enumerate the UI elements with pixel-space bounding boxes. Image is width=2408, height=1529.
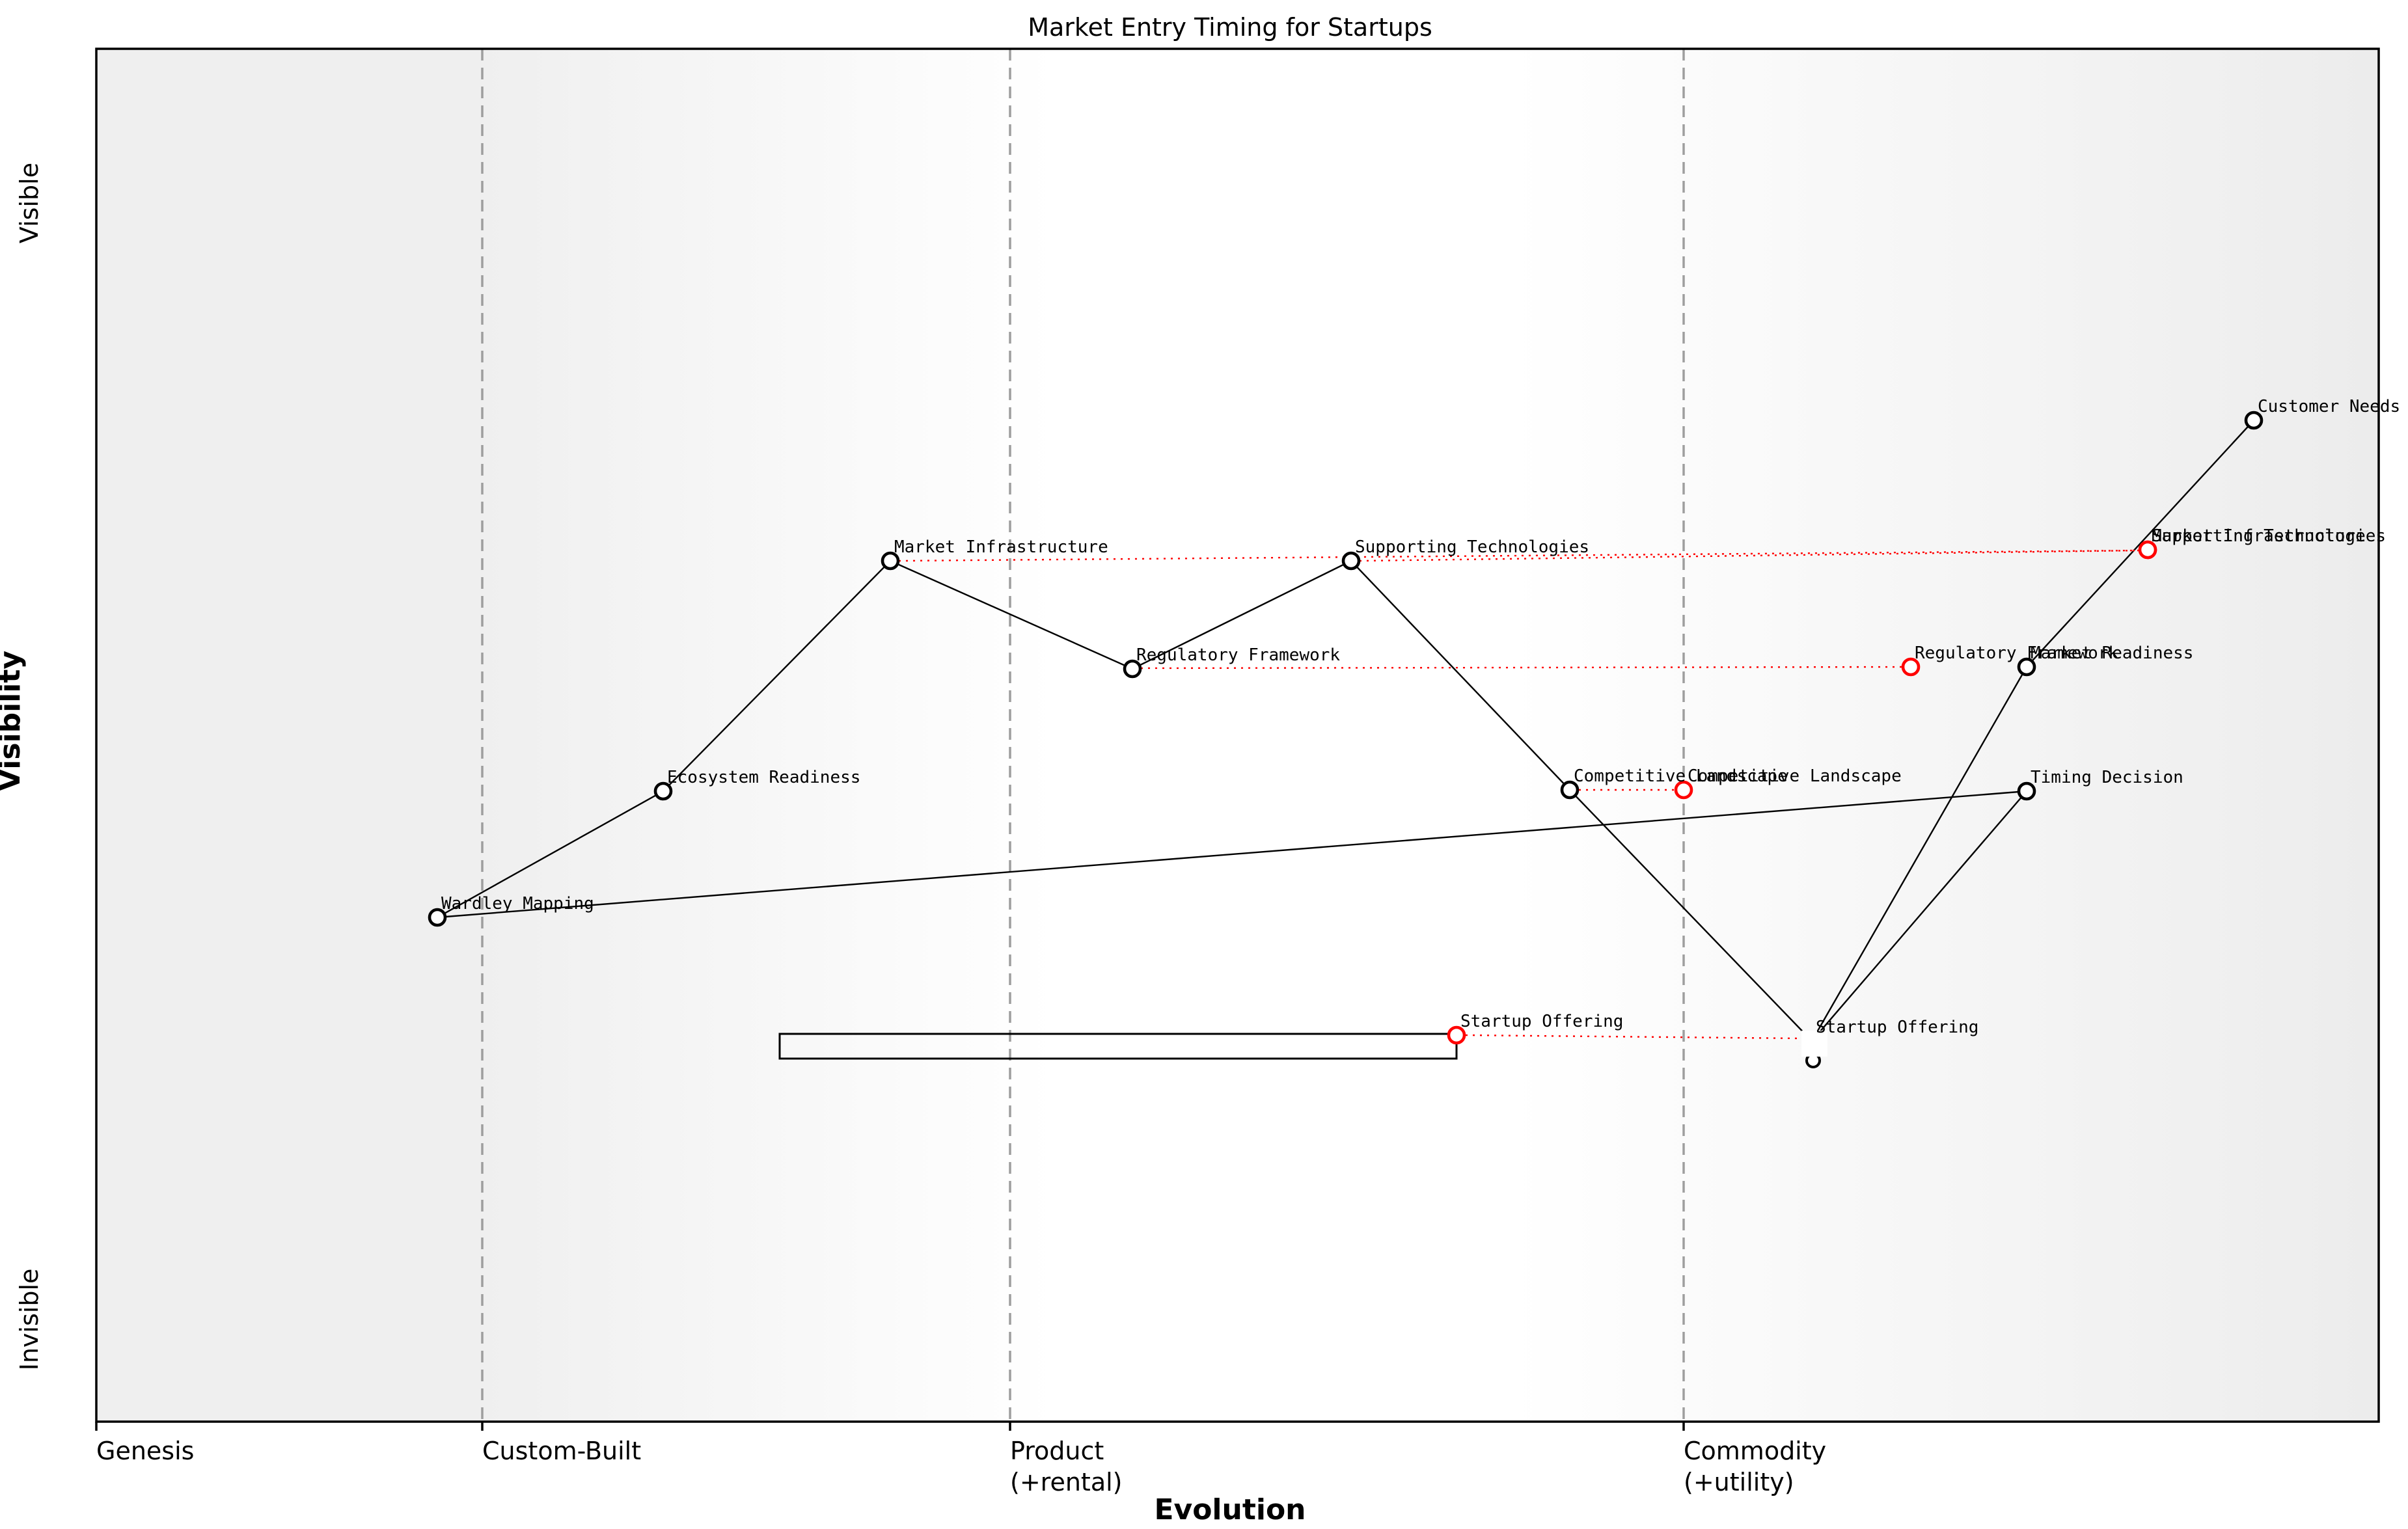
node-market-infrastructure xyxy=(881,551,900,571)
node-label-competitive-landscape: Competitive Landscape xyxy=(1574,766,1788,786)
node-regulatory-framework xyxy=(1123,659,1142,679)
chart-title: Market Entry Timing for Startups xyxy=(1028,13,1432,42)
plot-frame xyxy=(95,47,2380,1423)
edge-9 xyxy=(2026,420,2254,668)
evolved-node-label-market-infrastructure: Market Infrastructure xyxy=(2152,526,2366,546)
regulatory-framework-evolve xyxy=(1140,666,1902,670)
evolved-node-label-competitive-landscape: Competitive Landscape xyxy=(1688,766,1902,786)
evolved-node-label-supporting-technologies: Supporting Technologies xyxy=(2152,526,2386,546)
edge-8 xyxy=(1811,666,2028,1042)
edge-3 xyxy=(1132,560,1352,670)
edge-2 xyxy=(890,560,1133,670)
node-label-supporting-technologies: Supporting Technologies xyxy=(1355,537,1589,557)
node-label-market-readiness: Market Readiness xyxy=(2031,643,2193,663)
node-label-startup-offering: Startup Offering xyxy=(1816,1018,1978,1037)
node-label-timing-decision: Timing Decision xyxy=(2031,768,2183,787)
x-tick-label2-commodity: (+utility) xyxy=(1684,1468,1794,1496)
node-competitive-landscape xyxy=(1560,780,1580,800)
evolved-node-supporting-technologies xyxy=(2138,540,2157,560)
evolved-node-label-startup-offering: Startup Offering xyxy=(1460,1012,1623,1031)
node-labels: Wardley Mapping Ecosystem Readiness Market… xyxy=(441,397,2400,1037)
evolved-node-label-regulatory-framework: Regulatory Framework xyxy=(1915,643,2118,663)
node-timing-decision xyxy=(2017,781,2036,801)
y-tick-label-visible: Visible xyxy=(15,163,44,243)
pipeline-rect xyxy=(778,1033,1458,1060)
x-tick-label-commodity: Commodity xyxy=(1684,1437,1826,1465)
y-tick-labels: Visible Invisible xyxy=(15,163,44,1370)
startup-offering-square-marker xyxy=(1801,1031,1827,1057)
stage-gridlines xyxy=(481,49,1685,1422)
edge-1 xyxy=(663,560,891,792)
plot-background xyxy=(96,49,2379,1422)
supporting-technologies-evolve xyxy=(1359,549,2140,562)
dependency-edges xyxy=(437,420,2254,1042)
pipeline-bar xyxy=(778,1033,1458,1060)
axis-ticks xyxy=(95,1422,1685,1431)
evolved-node-regulatory-framework xyxy=(1901,657,1921,677)
node-market-readiness xyxy=(2017,657,2036,677)
evolve-links xyxy=(898,549,2140,1040)
x-axis-title: Evolution xyxy=(1154,1493,1306,1526)
startup-offering-evolve xyxy=(1465,1034,1803,1040)
edge-5 xyxy=(1569,789,1813,1042)
x-tick-label-genesis: Genesis xyxy=(96,1437,194,1465)
edge-0 xyxy=(437,790,664,919)
node-label-ecosystem-readiness: Ecosystem Readiness xyxy=(667,768,860,787)
edge-4 xyxy=(1350,560,1570,791)
node-label-wardley-mapping: Wardley Mapping xyxy=(441,894,594,913)
component-nodes xyxy=(428,411,2264,1068)
node-wardley-mapping xyxy=(428,908,447,927)
x-tick-label2-product: (+rental) xyxy=(1010,1468,1122,1496)
node-customer-needs xyxy=(2244,411,2264,430)
node-label-regulatory-framework: Regulatory Framework xyxy=(1136,645,1340,665)
node-ecosystem-readiness xyxy=(653,781,673,801)
evolved-node-startup-offering xyxy=(1447,1025,1466,1045)
edge-6 xyxy=(437,790,2027,919)
x-tick-labels: Genesis Custom-Built Product (+rental) Commo… xyxy=(96,1437,1826,1496)
y-tick-label-invisible: Invisible xyxy=(15,1269,44,1371)
node-label-market-infrastructure: Market Infrastructure xyxy=(894,537,1108,557)
edge-7 xyxy=(1811,791,2027,1042)
x-tick-label-custom-built: Custom-Built xyxy=(482,1437,641,1465)
node-label-customer-needs: Customer Needs xyxy=(2258,397,2400,416)
x-tick-label-product: Product xyxy=(1010,1437,1104,1465)
evolved-node-competitive-landscape xyxy=(1674,780,1693,800)
node-supporting-technologies xyxy=(1341,551,1361,571)
y-axis-title: Visibility xyxy=(0,651,27,791)
